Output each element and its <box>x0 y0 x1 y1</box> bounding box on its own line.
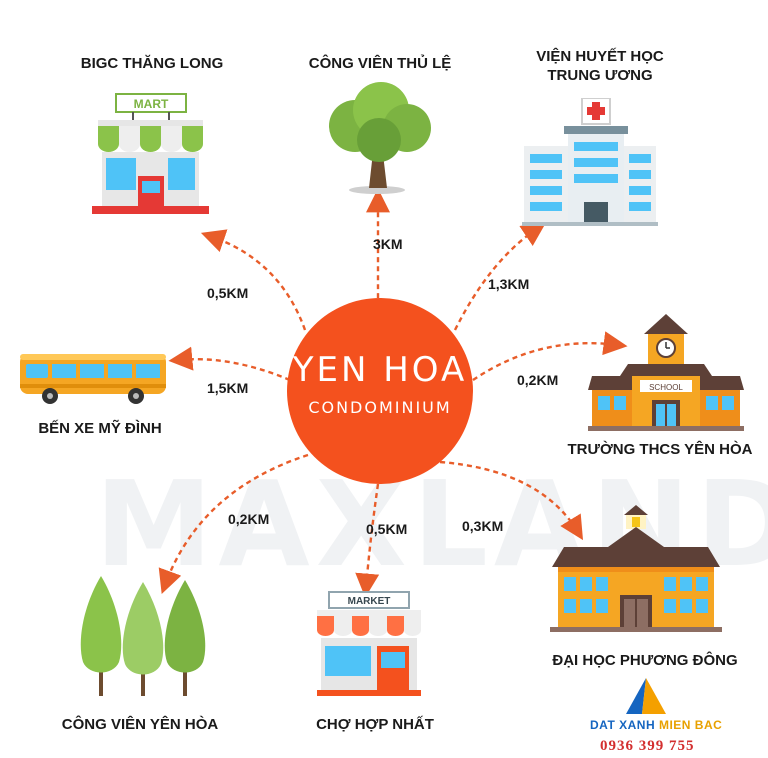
forest-icon <box>80 576 206 696</box>
distance-bigc: 0,5KM <box>207 285 249 301</box>
arrow-park-yen-hoa <box>158 453 309 595</box>
school-sign-text: SCHOOL <box>649 383 683 392</box>
distance-university: 0,3KM <box>462 518 504 534</box>
mart-sign-text: MART <box>134 97 169 111</box>
arrow-bigc <box>200 229 307 331</box>
tree-icon <box>329 82 431 194</box>
university-icon <box>550 505 722 632</box>
distance-hospital: 1,3KM <box>488 276 530 292</box>
hospital-icon <box>522 98 658 226</box>
arrow-bus <box>168 346 291 382</box>
label-park-thu-le: CÔNG VIÊN THỦ LỆ <box>308 55 452 72</box>
label-market: CHỢ HỢP NHẤT <box>316 716 434 733</box>
label-school: TRƯỜNG THCS YÊN HÒA <box>567 441 753 458</box>
center-circle: YEN HOA CONDOMINIUM <box>287 298 473 484</box>
market-icon: MARKET <box>317 591 421 696</box>
arrow-university <box>439 460 584 541</box>
market-sign-text: MARKET <box>348 596 391 607</box>
brand-name-part2: MIEN BAC <box>658 718 723 732</box>
label-bus: BẾN XE MỸ ĐÌNH <box>38 420 162 437</box>
label-park-yen-hoa: CÔNG VIÊN YÊN HÒA <box>61 716 219 733</box>
arrow-school <box>472 331 628 381</box>
label-bigc: BIGC THĂNG LONG <box>80 55 224 72</box>
center-subtitle: CONDOMINIUM <box>308 398 452 417</box>
arrow-hospital <box>453 222 546 331</box>
center-title: YEN HOA <box>292 350 468 390</box>
brand-logo-icon <box>626 678 666 714</box>
label-university: ĐẠI HỌC PHƯƠNG ĐÔNG <box>552 652 738 669</box>
bus-icon <box>20 354 166 404</box>
brand-name: DAT XANH MIEN BAC <box>590 718 722 732</box>
school-icon: SCHOOL <box>588 314 744 431</box>
distance-market: 0,5KM <box>366 521 408 537</box>
label-hospital-line2: TRUNG ƯƠNG <box>547 67 653 84</box>
distance-park-thu-le: 3KM <box>373 236 403 252</box>
label-hospital-line1: VIỆN HUYẾT HỌC <box>536 48 664 65</box>
mart-icon: MART <box>92 93 209 214</box>
brand-phone[interactable]: 0936 399 755 <box>600 738 695 754</box>
distance-school: 0,2KM <box>517 372 559 388</box>
arrow-market <box>355 483 380 598</box>
brand-name-part1: DAT XANH <box>590 718 659 732</box>
distance-park-yen-hoa: 0,2KM <box>228 511 270 527</box>
distance-bus: 1,5KM <box>207 380 249 396</box>
